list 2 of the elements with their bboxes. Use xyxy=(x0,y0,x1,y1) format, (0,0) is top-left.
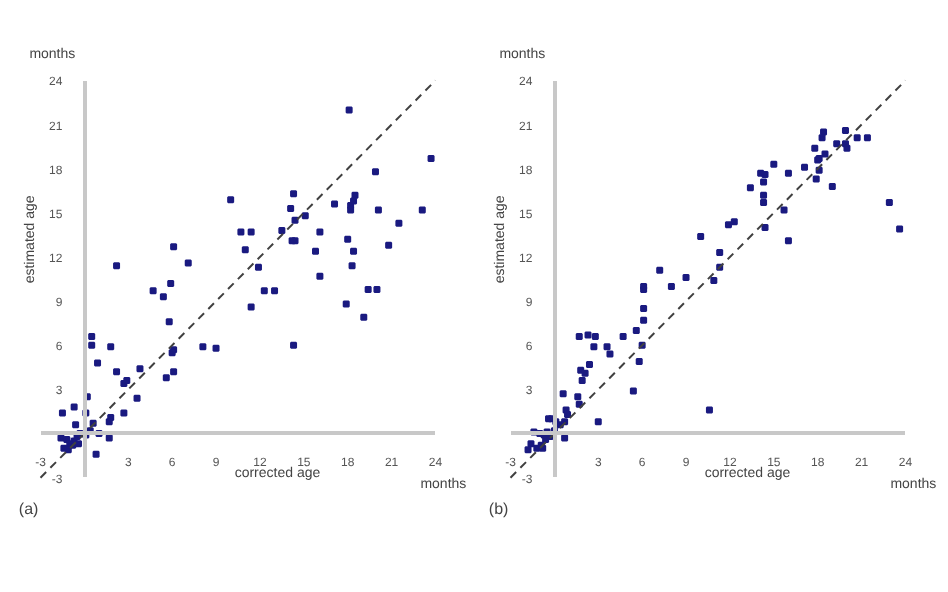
text: (b) xyxy=(488,500,510,519)
text: (a) xyxy=(18,500,40,519)
